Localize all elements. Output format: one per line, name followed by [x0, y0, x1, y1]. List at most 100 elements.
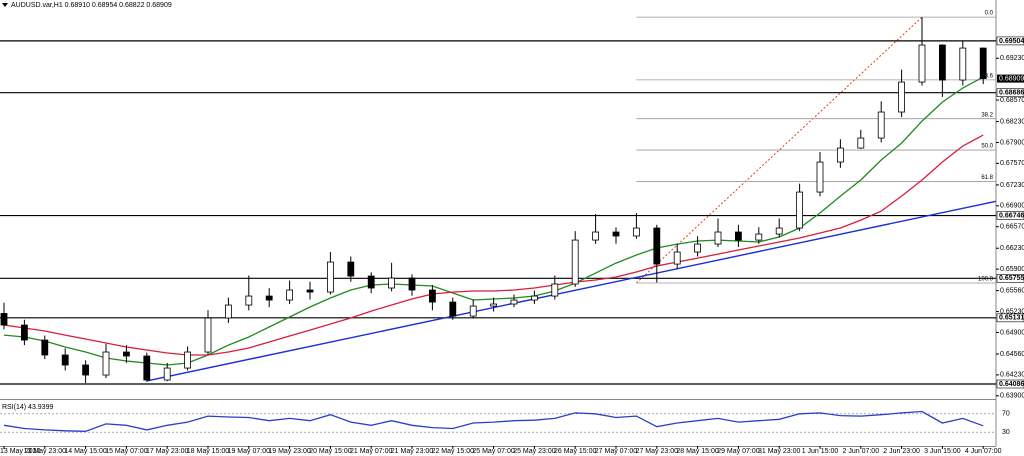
rsi-title: RSI(14) 43.9399 [2, 404, 53, 411]
level-label-box [996, 211, 1024, 220]
level-label-box [996, 379, 1024, 389]
candle-body [102, 351, 110, 376]
x-tick-label: 13 May 23:00 [24, 448, 67, 455]
candle-body [959, 47, 967, 81]
y-tick-label: 0.66230 [1000, 245, 1024, 252]
candle-body [408, 277, 416, 291]
candle-body [347, 261, 355, 277]
y-tick-label: 0.66900 [1000, 203, 1024, 210]
candle-body [20, 324, 28, 341]
x-tick-label: 21 May 23:00 [391, 448, 434, 455]
level-label: 0.64086 [999, 381, 1024, 388]
level-label-box [996, 88, 1024, 98]
candle-body [775, 227, 783, 235]
candle-body [592, 231, 599, 241]
candle-body [224, 304, 232, 319]
x-tick-label: 17 May 23:00 [146, 448, 189, 455]
candle-body [898, 81, 905, 113]
fib-level-label: 23.6 [981, 73, 993, 79]
y-tick-label: 0.68570 [1000, 97, 1024, 104]
y-tick-label: 0.69230 [1000, 55, 1024, 62]
candle-body [918, 44, 926, 83]
candle-body [857, 137, 865, 149]
x-tick-label: 19 May 07:00 [228, 448, 271, 455]
level-label: 0.69504 [999, 38, 1024, 45]
rsi-tick-label: 30 [1002, 429, 1010, 436]
candle-body [326, 261, 334, 293]
x-tick-label: 27 May 07:00 [595, 448, 638, 455]
y-tick-label: 0.67900 [1000, 139, 1024, 146]
candle-body [428, 289, 436, 303]
candle-body [388, 277, 396, 289]
level-label-box [996, 36, 1024, 46]
candle-body [714, 231, 722, 245]
y-tick-label: 0.64900 [1000, 329, 1024, 336]
candle-body [245, 295, 253, 306]
y-tick-label: 0.63900 [1000, 393, 1024, 400]
candle-body [184, 351, 192, 369]
level-label: 0.66746 [999, 212, 1024, 219]
menu-arrow[interactable] [2, 3, 8, 7]
candle-body [510, 299, 518, 305]
fib-level-label: 61.8 [981, 175, 993, 181]
candle-body [469, 305, 477, 317]
x-tick-label: 27 May 23:00 [636, 448, 679, 455]
y-tick-label: 0.64230 [1000, 372, 1024, 379]
candle-body [0, 313, 8, 326]
x-tick-label: 18 May 15:00 [187, 448, 230, 455]
candle-body [979, 47, 987, 79]
y-tick-label: 0.65230 [1000, 308, 1024, 315]
x-tick-label: 19 May 23:00 [268, 448, 311, 455]
candle-body [163, 367, 171, 381]
x-tick-label: 28 May 15:00 [676, 448, 719, 455]
candle-body [204, 317, 212, 353]
rsi-tick-label: 70 [1002, 411, 1010, 418]
y-tick-label: 0.65900 [1000, 266, 1024, 273]
candle-body [612, 231, 620, 237]
chart-title: AUDUSD.var,H1 0.68910 0.68954 0.68822 0.… [11, 2, 172, 9]
y-tick-label: 0.67230 [1000, 182, 1024, 189]
candle-body [531, 295, 538, 301]
x-tick-label: 22 May 15:00 [432, 448, 475, 455]
candle-body [82, 364, 89, 376]
candle-body [633, 227, 640, 237]
candle-body [41, 339, 49, 356]
x-tick-label: 2 Jun 07:00 [843, 448, 880, 455]
candle-body [735, 231, 742, 241]
fib-level-label: 0.0 [985, 11, 994, 17]
candle-body [755, 233, 763, 241]
x-tick-label: 29 May 07:00 [717, 448, 760, 455]
y-tick-label: 0.67570 [1000, 160, 1024, 167]
x-tick-label: 3 Jun 15:00 [924, 448, 961, 455]
level-label: 0.68686 [999, 90, 1024, 97]
fib-level-label: 38.2 [981, 112, 993, 118]
candle-body [673, 251, 681, 265]
x-tick-label: 20 May 15:00 [309, 448, 352, 455]
candle-body [286, 289, 294, 301]
x-tick-label: 26 May 15:00 [554, 448, 597, 455]
candle-body [694, 243, 701, 253]
x-tick-label: 25 May 07:00 [472, 448, 515, 455]
current-price-box [997, 74, 1024, 83]
candle-body [551, 283, 559, 297]
x-tick-label: 1 Jun 15:00 [802, 448, 839, 455]
candle-body [265, 295, 273, 301]
candle-body [306, 289, 314, 293]
candle-body [143, 355, 151, 381]
level-label-box [996, 274, 1024, 283]
x-tick-label: 14 May 15:00 [64, 448, 107, 455]
candle-body [796, 191, 803, 229]
trendline [146, 200, 997, 382]
candle-body [939, 44, 946, 81]
moving-average [3, 134, 984, 356]
candle-body [490, 303, 498, 307]
candle-body [837, 147, 844, 163]
x-tick-label: 13 May 2020 [0, 448, 41, 455]
candle-body [61, 354, 69, 366]
candle-body [571, 239, 579, 285]
candle-body [816, 161, 824, 193]
x-tick-label: 2 Jun 23:00 [883, 448, 920, 455]
